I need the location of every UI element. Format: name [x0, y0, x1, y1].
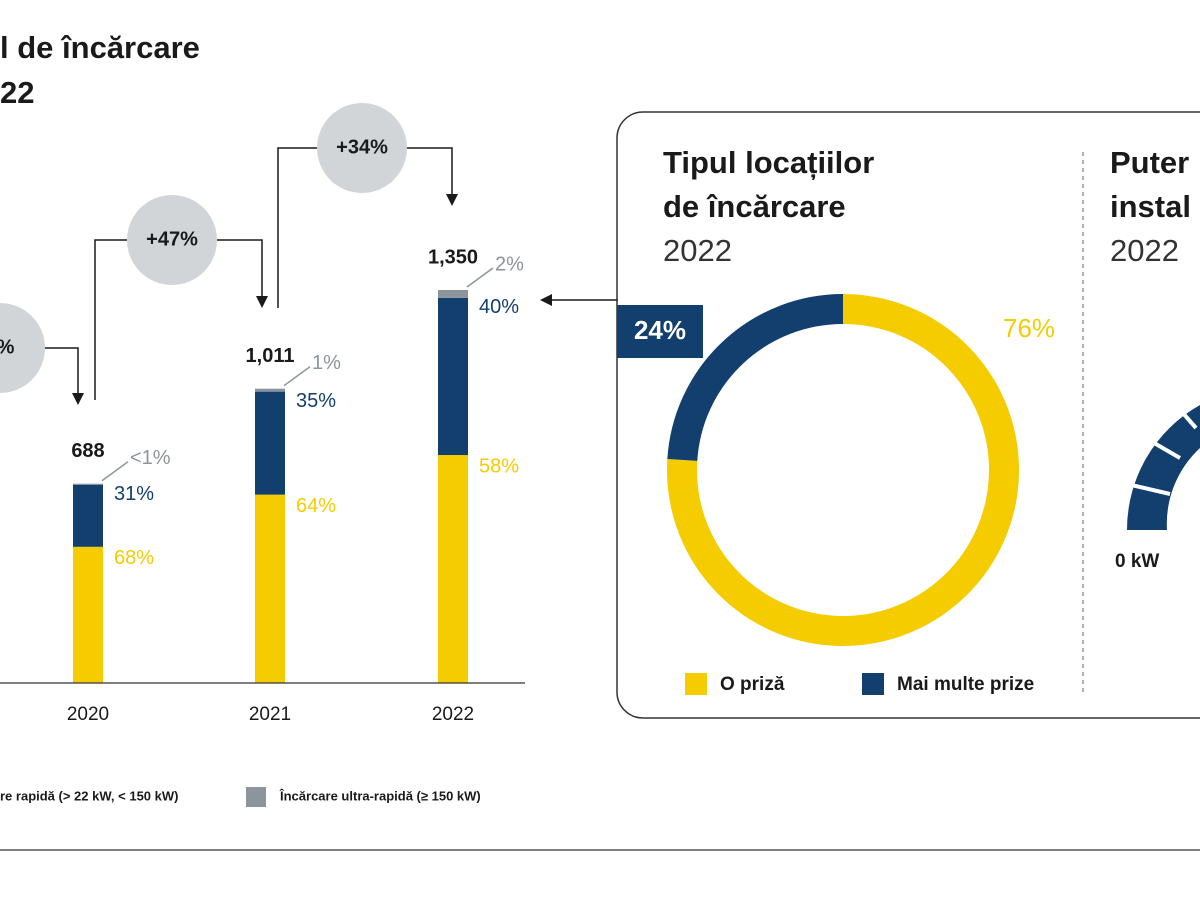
chart-title: l de încărcare — [0, 30, 200, 65]
gauge-separator — [1126, 482, 1171, 496]
data-label: 58% — [479, 455, 519, 477]
data-label: 24% — [634, 315, 686, 345]
label-leader — [283, 366, 311, 387]
gauge-arc — [1126, 405, 1200, 530]
legend: re rapidă (> 22 kW, < 150 kW) Încărcare u… — [0, 787, 481, 807]
gauge — [1126, 394, 1200, 530]
growth-label: 4% — [0, 336, 15, 358]
bar-segment — [255, 388, 285, 392]
label-box — [617, 305, 703, 358]
growth-bubble — [0, 303, 45, 393]
data-label: 76% — [1003, 313, 1055, 343]
pie-subtitle: 2022 — [663, 233, 732, 268]
data-label: 64% — [296, 495, 336, 517]
legend-swatch — [862, 673, 884, 695]
connector-arrowheads — [72, 194, 458, 405]
gauge-separator — [1166, 394, 1198, 430]
data-label: 40% — [479, 296, 519, 318]
data-label: 68% — [114, 547, 154, 569]
legend-label: O priză — [720, 674, 785, 695]
pie-title: Tipul locațiilor — [663, 145, 874, 180]
legend-swatch — [685, 673, 707, 695]
legend-label: Mai multe prize — [897, 674, 1034, 695]
data-label: 1% — [312, 352, 341, 374]
gauge-separator — [1140, 434, 1182, 460]
bar-segment — [255, 494, 285, 683]
donut-chart: 76% 24% O priză Mai multe prize — [617, 294, 1055, 695]
gauge-title: instal — [1110, 189, 1191, 224]
arrowhead — [256, 296, 268, 308]
bar-segment — [73, 484, 103, 547]
bar-segment — [73, 483, 103, 485]
data-label: 2% — [495, 253, 524, 275]
growth-label: +47% — [146, 228, 198, 250]
growth-bubble — [317, 103, 407, 193]
bar-segment — [73, 546, 103, 683]
total-label: 1,011 — [246, 345, 295, 367]
legend-label: re rapidă (> 22 kW, < 150 kW) — [0, 788, 178, 803]
donut-segment — [667, 294, 844, 462]
x-tick-label: 2020 — [67, 704, 109, 725]
bar-segment — [438, 297, 468, 456]
arrowhead — [72, 393, 84, 405]
growth-bubble — [127, 195, 217, 285]
total-label: 688 — [71, 440, 104, 462]
growth-annotations: 4% +47% +34% — [0, 103, 407, 393]
label-leader — [101, 461, 129, 482]
pie-title: de încărcare — [663, 189, 846, 224]
label-leader — [466, 267, 494, 288]
gauge-subtitle: 2022 — [1110, 233, 1179, 268]
link-arrowhead — [540, 294, 552, 306]
bar-segment — [438, 455, 468, 683]
bar-chart: 2020 68% 31% <1% 688 2021 64% 35% 1% 1,011 2022 58%… — [67, 246, 524, 725]
chart-subtitle: 22 — [0, 75, 34, 110]
data-label: 35% — [296, 390, 336, 412]
total-label: 1,350 — [428, 246, 478, 268]
donut-segment — [667, 294, 1019, 646]
legend-swatch — [246, 787, 266, 807]
data-label: 31% — [114, 483, 154, 505]
x-tick-label: 2022 — [432, 704, 474, 725]
arrowhead — [446, 194, 458, 206]
panel — [616, 111, 1200, 719]
gauge-title: Puter — [1110, 145, 1189, 180]
bar-segment — [438, 290, 468, 298]
connector — [30, 347, 79, 395]
legend-label: Încărcare ultra-rapidă (≥ 150 kW) — [279, 788, 481, 803]
x-tick-label: 2021 — [249, 704, 291, 725]
growth-label: +34% — [336, 136, 388, 158]
gauge-label: 0 kW — [1115, 551, 1159, 572]
bar-segment — [255, 391, 285, 495]
data-label: <1% — [130, 447, 171, 469]
